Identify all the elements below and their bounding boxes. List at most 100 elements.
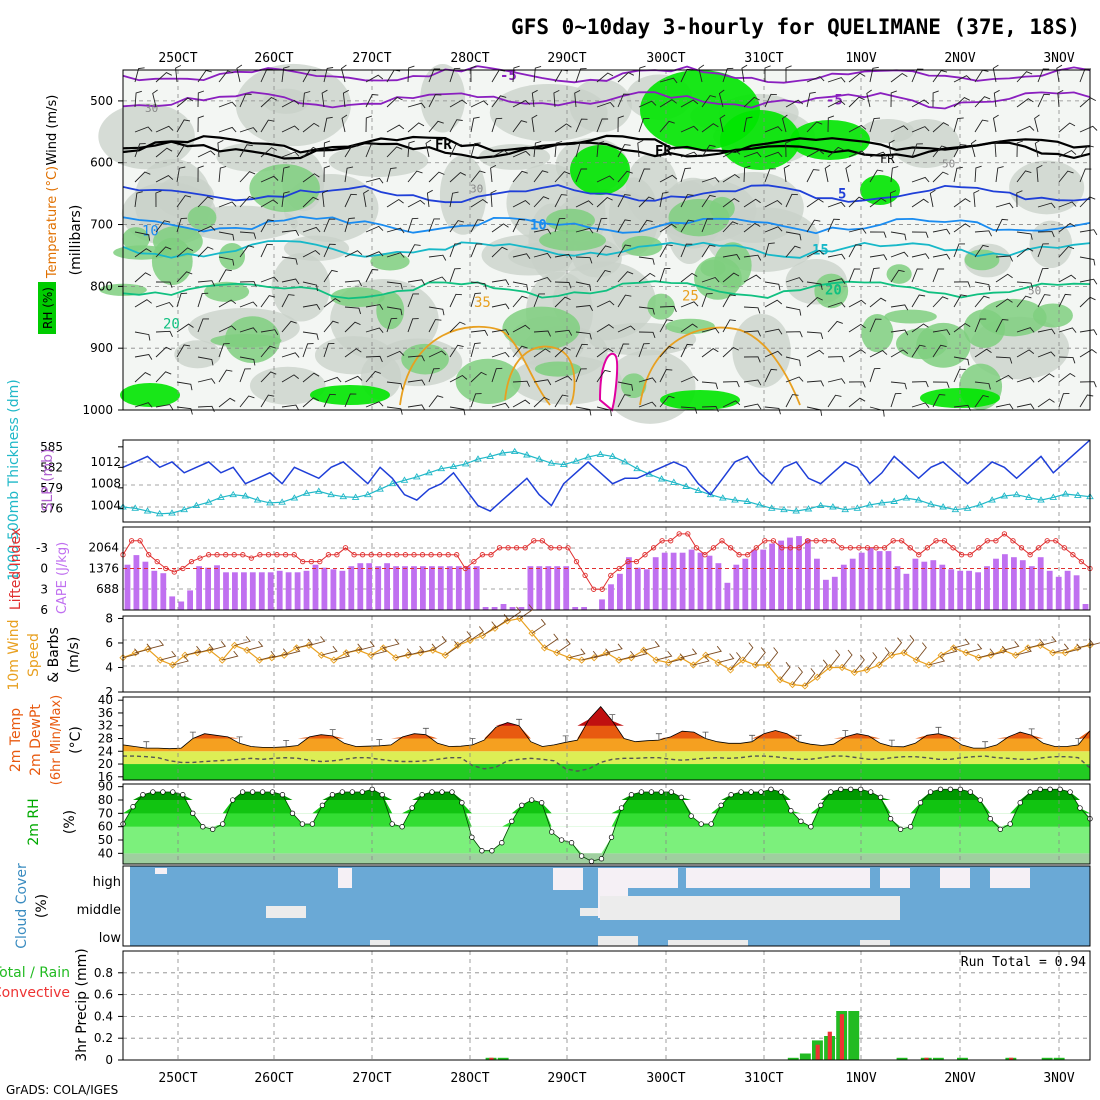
wind-barb	[754, 647, 766, 666]
footer-credit: GrADS: COLA/IGES	[6, 1083, 118, 1097]
wind-barb	[260, 199, 279, 208]
wind-barb	[491, 303, 510, 310]
li-marker	[650, 545, 657, 551]
bottom-date-axis: 25OCT 26OCT 27OCT 28OCT 29OCT 30OCT 31OCT 1NOV 2…	[158, 1071, 1074, 1086]
wind-barb	[806, 169, 820, 183]
li-marker	[976, 545, 982, 551]
thickness-marker	[400, 476, 409, 483]
rh-tick-label: 90	[98, 780, 113, 794]
wind-barb	[974, 96, 991, 108]
wind-barb	[260, 371, 277, 383]
isotherm-freezing	[122, 140, 1091, 160]
rh-marker	[299, 821, 306, 827]
date-label-bottom: 28OCT	[450, 1071, 489, 1086]
wind-barb	[407, 122, 425, 133]
wind-barb	[995, 356, 1013, 364]
wind-barb	[259, 650, 276, 661]
precip-total-bar	[957, 1057, 968, 1060]
wind-barb	[785, 99, 804, 108]
wind-barb	[911, 176, 930, 183]
wind-barb	[365, 115, 373, 133]
wind-barb	[365, 143, 378, 158]
li-marker	[291, 552, 297, 558]
wind-barb	[134, 402, 153, 408]
wind-barb	[1058, 293, 1072, 308]
wind-barb	[659, 305, 677, 313]
wind-barb	[993, 114, 999, 133]
li-marker	[967, 552, 973, 558]
li-marker	[1010, 538, 1016, 544]
wind-barb	[1058, 356, 1076, 364]
cape-bar	[357, 563, 364, 610]
temp-axis-label: 2m Temp	[8, 708, 24, 772]
temp-tick-label: 16	[98, 770, 113, 784]
thickness-tick-label: 576	[40, 501, 63, 515]
cape-bar	[294, 572, 301, 610]
wind-barb	[281, 66, 290, 83]
wind-barb	[701, 348, 719, 358]
wind-barb	[533, 196, 550, 208]
wind-speed-marker	[714, 658, 722, 667]
wind-barb	[344, 321, 361, 333]
rh-unit-label: (%)	[62, 810, 78, 834]
wind-barb	[344, 144, 359, 158]
cape-bar	[375, 566, 382, 610]
li-tick-label: 3	[40, 582, 48, 596]
rh-marker	[479, 848, 485, 854]
temp-band-mid	[123, 751, 1090, 765]
thickness-marker	[596, 450, 605, 457]
wind-barb	[680, 99, 699, 108]
wind-barb	[449, 119, 463, 133]
wind-barb	[155, 125, 174, 133]
li-marker	[762, 538, 768, 544]
isotherm-40	[598, 352, 619, 412]
thickness-tick-label: 585	[40, 440, 63, 454]
wind-barb	[512, 380, 530, 387]
wind-barb	[974, 381, 991, 390]
wind-barb	[890, 329, 909, 336]
wind-barb	[911, 344, 926, 358]
rh-marker	[718, 802, 724, 808]
rh-shading-saturated	[570, 145, 630, 195]
wind-barb	[680, 219, 695, 233]
thickness-marker	[743, 497, 752, 504]
wind-barb	[785, 376, 804, 383]
cape-bar	[133, 555, 140, 610]
wind-barb	[827, 394, 842, 408]
wind-barb	[854, 654, 865, 673]
li-marker	[633, 558, 640, 565]
rh-marker	[678, 794, 684, 800]
wind-barb	[323, 67, 334, 83]
wind-barb	[420, 643, 437, 654]
wind-barb	[386, 252, 405, 258]
wind-speed-marker	[1049, 649, 1057, 657]
wind-barb	[890, 72, 908, 83]
wind-barb	[659, 99, 677, 108]
wind-barb	[134, 67, 145, 83]
date-label-bottom: 2NOV	[944, 1071, 975, 1086]
wind-barb	[911, 268, 924, 283]
temp-maxmin-bar	[376, 739, 383, 746]
wind-barb	[449, 220, 465, 233]
wind-barb	[911, 143, 923, 158]
precip-tick-label: 0.4	[94, 1009, 113, 1023]
wind-barb	[176, 406, 193, 415]
li-marker	[445, 552, 451, 558]
wind-barb	[764, 226, 783, 233]
wind-barb	[239, 368, 251, 383]
rh-contour-label: 50	[1028, 284, 1041, 297]
wind-barb	[569, 648, 586, 659]
wind-barb	[365, 401, 384, 408]
wind-barb	[890, 231, 907, 241]
wind-barb	[470, 65, 477, 83]
wind-barb	[470, 292, 482, 308]
thickness-marker	[315, 487, 323, 494]
date-label-top: 28OCT	[450, 51, 489, 66]
wind-barb	[344, 348, 362, 358]
cloud-block	[800, 868, 870, 888]
li-marker	[505, 545, 511, 551]
wind-barb	[134, 90, 142, 108]
wind-barb	[457, 631, 472, 646]
thickness-marker	[437, 464, 446, 472]
thickness-marker	[229, 490, 237, 498]
